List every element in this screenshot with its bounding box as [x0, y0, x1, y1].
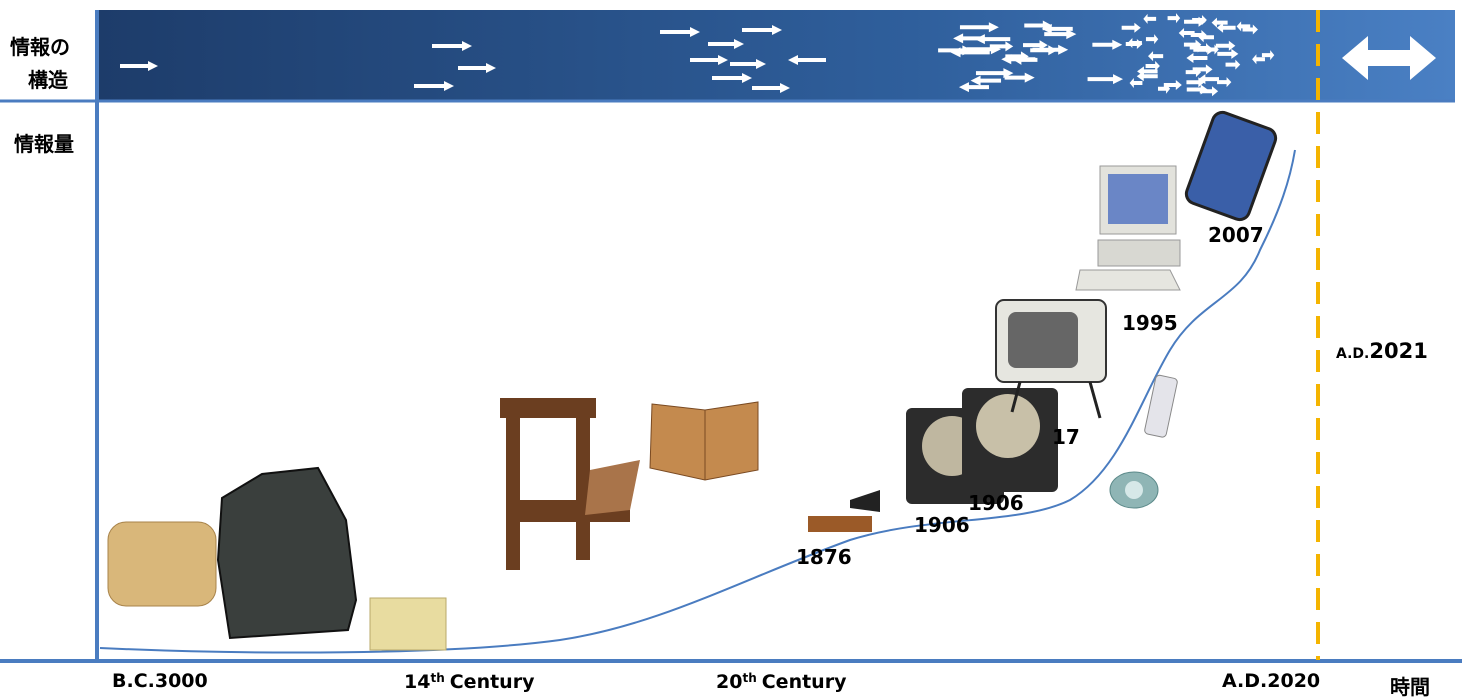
press-beam — [500, 398, 596, 418]
rotary-phone — [1110, 472, 1158, 508]
present-label: A.D.2021 — [1336, 339, 1428, 363]
press-tympan — [585, 460, 640, 515]
x-label-number: 20 — [716, 671, 742, 693]
papyrus — [370, 598, 446, 650]
quantity-label: 情報量 — [14, 132, 74, 156]
milestone-year: 1906 — [968, 491, 1024, 515]
computer — [1076, 166, 1180, 290]
milestone-year: 17 — [1052, 425, 1080, 449]
page: 情報量 {"structure_label": ["情報の", "構造"], "… — [0, 0, 1465, 697]
x-label: 20th Century — [716, 671, 847, 693]
clay-tablet — [108, 522, 216, 606]
printing-press — [500, 398, 640, 570]
present-year: 2021 — [1369, 339, 1427, 363]
radio — [906, 388, 1058, 504]
mobile-phone — [1144, 375, 1178, 438]
press-post — [576, 410, 590, 560]
book — [650, 402, 758, 480]
x-label: B.C.3000 — [112, 670, 208, 692]
x-label-word: Century — [762, 671, 847, 693]
present-prefix: A.D. — [1336, 346, 1369, 362]
milestone-year: 1995 — [1122, 311, 1178, 335]
diagram: 情報の 構造 情報量 時間 B.C.3000 14thCentury 20thC… — [0, 0, 1465, 697]
x-label-number: 14 — [404, 671, 430, 693]
telephone-1876 — [808, 490, 880, 532]
x-label-suffix: th — [742, 671, 756, 685]
x-label-word: Century — [450, 671, 535, 693]
milestone-year: 1876 — [796, 545, 852, 569]
press-post — [506, 400, 520, 570]
body: 情報の 構造 情報量 時間 B.C.3000 14thCentury 20thC… — [0, 0, 1465, 697]
x-label: A.D.2020 — [1222, 670, 1320, 692]
rosetta-stone — [218, 468, 356, 638]
time-label: 時間 — [1390, 675, 1430, 697]
x-label: 14th Century — [404, 671, 535, 693]
x-label-suffix: th — [430, 671, 444, 685]
smartphone — [1184, 110, 1279, 223]
milestone-year: 2007 — [1208, 223, 1264, 247]
structure-label: 構造 — [28, 68, 68, 92]
structure-label: 情報の — [10, 35, 70, 59]
milestone-year: 1906 — [914, 513, 970, 537]
